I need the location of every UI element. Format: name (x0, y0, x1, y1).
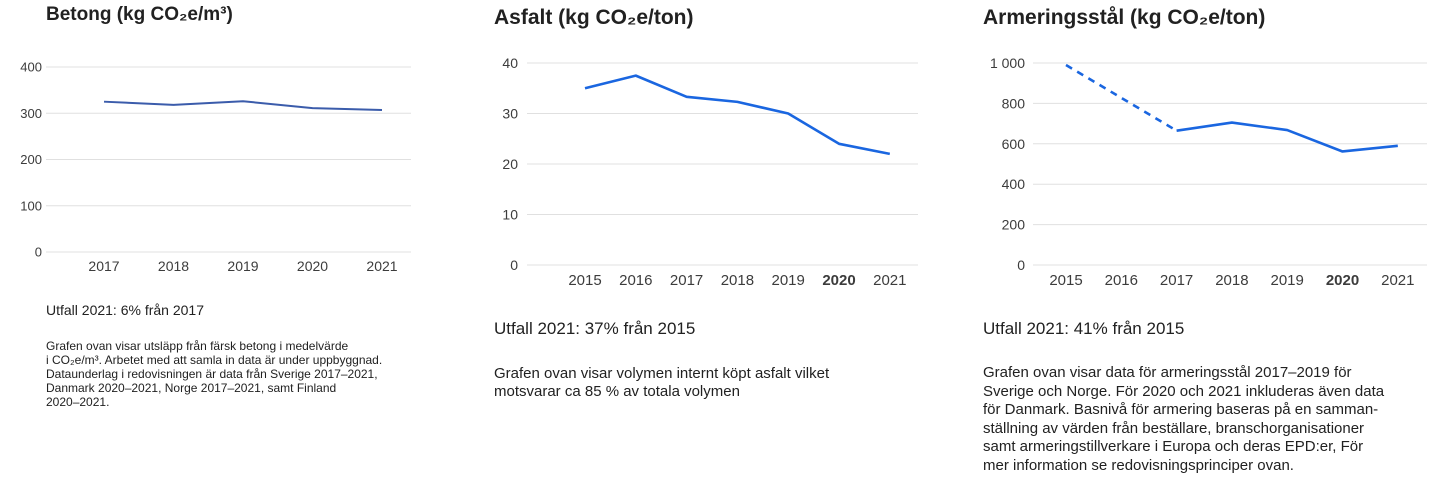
y-tick-label: 200 (20, 152, 42, 167)
x-tick-label: 2021 (1381, 272, 1414, 289)
description-line: mer information se redovisningsprinciper… (983, 456, 1294, 474)
chart-title: Asfalt (kg CO₂e/ton) (494, 6, 694, 29)
description-line: Grafen ovan visar utsläpp från färsk bet… (46, 339, 349, 353)
x-tick-label: 2018 (721, 272, 754, 289)
chart-betong: 0 100 200 300 400 2017 2018 2019 2020 2021 (20, 60, 411, 274)
x-tick-label: 2018 (1215, 272, 1248, 289)
y-tick-label: 30 (502, 106, 518, 122)
y-tick-label: 800 (1002, 95, 1026, 111)
y-tick-label: 600 (1002, 136, 1026, 152)
x-tick-label: 2018 (158, 258, 189, 274)
y-tick-label: 0 (1017, 257, 1025, 273)
y-tick-label: 100 (20, 198, 42, 213)
outcome-text: Utfall 2021: 6% från 2017 (46, 302, 204, 318)
x-tick-label: 2019 (772, 272, 805, 289)
x-tick-label: 2020 (297, 258, 328, 274)
x-tick-label: 2017 (88, 258, 119, 274)
x-tick-label: 2017 (670, 272, 703, 289)
y-tick-label: 400 (1002, 176, 1026, 192)
description-line: 2020–2021. (46, 395, 110, 409)
x-tick-label: 2015 (1049, 272, 1082, 289)
outcome-text: Utfall 2021: 41% från 2015 (983, 319, 1185, 338)
description-line: i CO₂e/m³. Arbetet med att samla in data… (46, 353, 383, 367)
y-tick-label: 1 000 (990, 55, 1025, 71)
description-line: Sverige och Norge. För 2020 och 2021 ink… (983, 382, 1385, 400)
chart-title: Armeringsstål (kg CO₂e/ton) (983, 6, 1266, 29)
series-line-dashed (1065, 63, 1178, 132)
x-tick-label: 2015 (568, 272, 601, 289)
x-tick-label: 2021 (873, 272, 906, 289)
outcome-text: Utfall 2021: 37% från 2015 (494, 319, 696, 338)
x-tick-label: 2019 (227, 258, 258, 274)
description-line: Dataunderlag i redovisningen är data frå… (46, 367, 378, 381)
y-tick-label: 200 (1002, 217, 1026, 233)
x-tick-label: 2021 (366, 258, 397, 274)
chart-title: Betong (kg CO₂e/m³) (46, 4, 233, 25)
y-tick-label: 300 (20, 106, 42, 121)
description: Grafen ovan visar data för armeringsstål… (983, 364, 1443, 476)
description-line: ställning av värden från beställare, bra… (983, 419, 1365, 437)
description: Grafen ovan visar utsläpp från färsk bet… (46, 339, 382, 409)
x-tick-label: 2016 (619, 272, 652, 289)
panel-betong: Betong (kg CO₂e/m³) 0 100 200 300 400 2017 201… (0, 0, 430, 492)
x-tick-label: 2017 (1160, 272, 1193, 289)
description-line: Grafen ovan visar data för armeringsstål… (983, 364, 1352, 381)
y-tick-label: 20 (502, 156, 518, 172)
description-line: Danmark 2020–2021, Norge 2017–2021, samt… (46, 381, 337, 395)
description: Grafen ovan visar volymen internt köpt a… (494, 365, 934, 401)
x-tick-label: 2020 (822, 272, 855, 289)
y-tick-label: 10 (502, 207, 518, 223)
y-tick-label: 40 (502, 55, 518, 71)
x-tick-label: 2019 (1271, 272, 1304, 289)
series-line (584, 74, 891, 156)
description-line: Grafen ovan visar volymen internt köpt a… (494, 365, 830, 382)
y-tick-label: 0 (35, 245, 42, 260)
x-tick-label: 2020 (1326, 272, 1359, 289)
y-tick-label: 0 (510, 257, 518, 273)
series-line (1176, 121, 1398, 153)
y-tick-label: 400 (20, 60, 42, 75)
series-line (103, 100, 383, 112)
description-line: för Danmark. Basnivå för armering basera… (983, 401, 1379, 419)
description-line: motsvarar ca 85 % av totala volymen (494, 383, 740, 400)
x-tick-label: 2016 (1105, 272, 1138, 289)
description-line: samt armeringstillverkare i Europa och d… (983, 438, 1364, 456)
